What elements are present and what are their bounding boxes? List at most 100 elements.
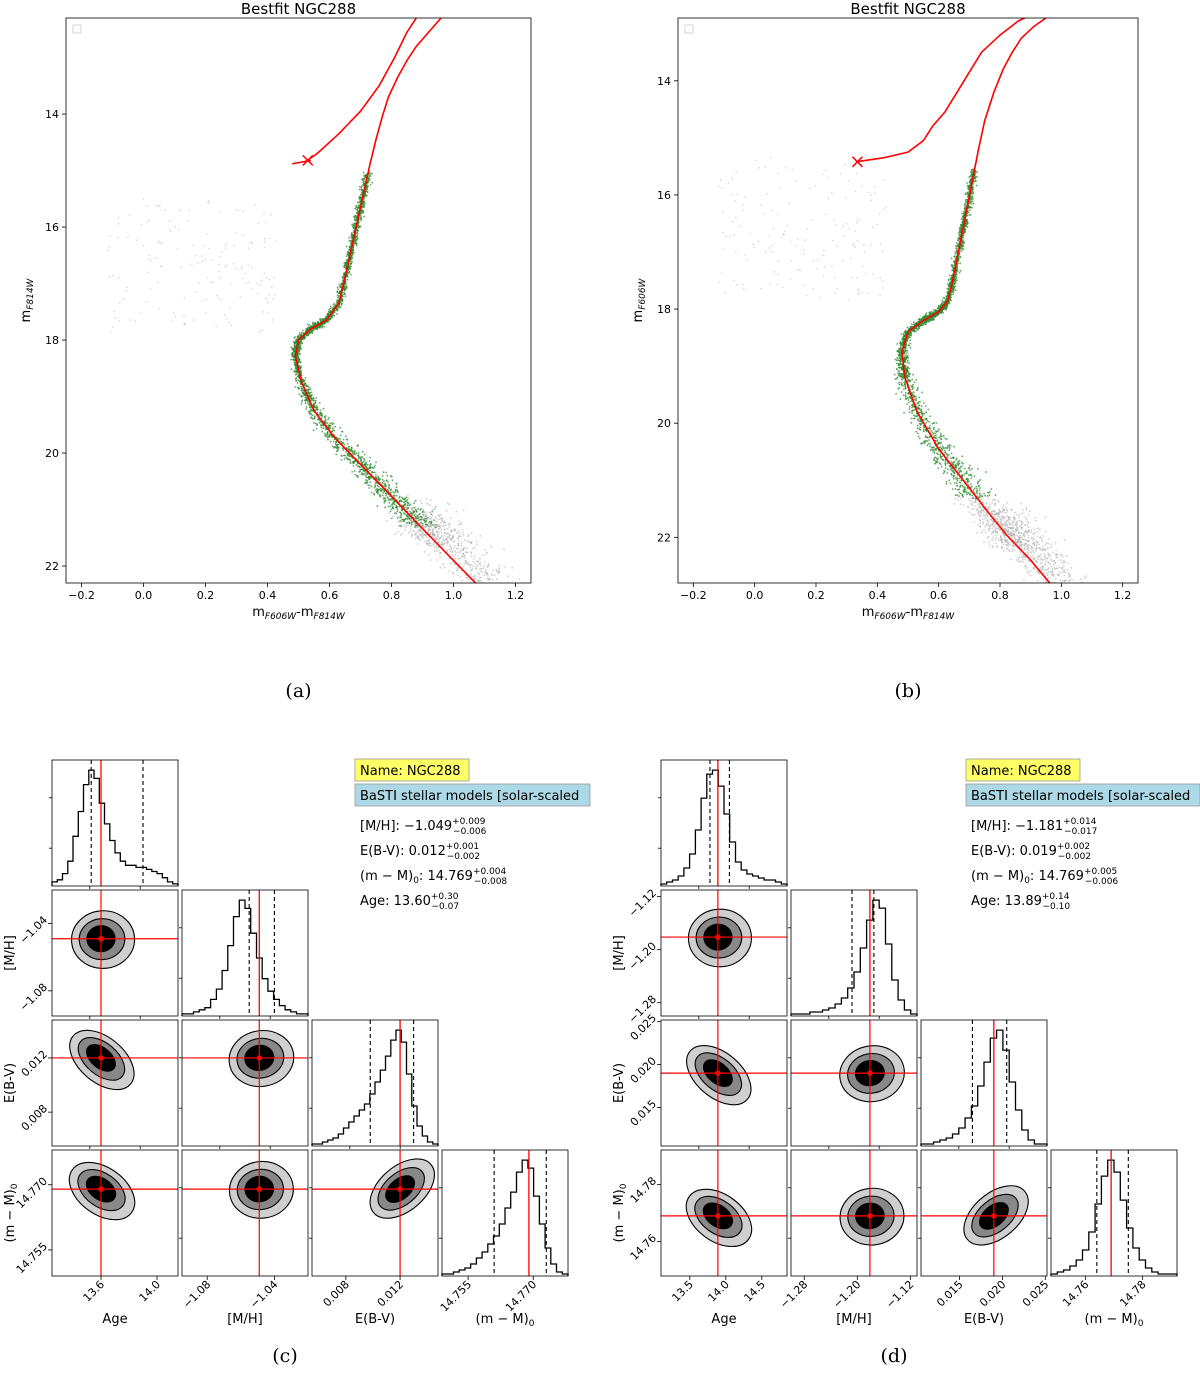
cluster-star xyxy=(344,282,347,285)
field-star xyxy=(118,302,121,304)
cluster-star xyxy=(300,370,302,372)
cluster-star xyxy=(394,491,396,494)
cluster-star xyxy=(327,310,330,313)
cluster-star xyxy=(413,510,415,513)
field-star xyxy=(466,587,468,589)
field-star xyxy=(272,298,274,301)
field-star xyxy=(405,506,408,509)
cluster-star xyxy=(367,475,370,478)
field-star xyxy=(479,562,481,564)
cluster-star xyxy=(297,376,300,378)
cluster-star xyxy=(945,482,948,485)
field-star xyxy=(437,549,440,552)
field-star xyxy=(228,307,231,310)
field-star xyxy=(117,236,119,239)
cluster-star xyxy=(321,415,324,417)
field-star xyxy=(421,535,423,537)
cluster-star xyxy=(420,515,422,518)
cluster-star xyxy=(365,474,367,477)
field-star xyxy=(417,518,419,521)
cluster-star xyxy=(308,324,311,326)
cluster-star xyxy=(937,457,940,460)
cluster-star xyxy=(911,388,914,391)
field-star xyxy=(959,497,962,500)
cluster-star xyxy=(304,396,307,399)
field-star xyxy=(217,297,219,299)
cluster-star xyxy=(349,267,352,270)
field-star xyxy=(471,592,473,594)
field-star xyxy=(411,520,414,523)
cluster-star xyxy=(333,429,335,432)
cluster-star xyxy=(934,432,936,435)
field-star xyxy=(420,522,422,525)
cluster-star xyxy=(910,421,913,424)
field-star xyxy=(452,536,455,538)
field-star xyxy=(483,574,485,576)
field-star xyxy=(263,213,265,215)
cluster-star xyxy=(435,523,437,526)
field-star xyxy=(256,293,259,295)
field-star xyxy=(247,264,249,266)
field-star xyxy=(983,517,986,519)
cluster-star xyxy=(896,357,899,360)
field-star xyxy=(405,526,408,529)
field-star xyxy=(408,497,410,499)
cluster-star xyxy=(344,261,347,264)
field-star xyxy=(475,540,478,543)
cluster-star xyxy=(378,479,380,482)
cluster-star xyxy=(365,482,367,484)
field-star xyxy=(439,552,442,554)
cluster-star xyxy=(928,420,930,423)
cluster-star xyxy=(360,460,363,463)
cluster-star xyxy=(374,464,376,467)
field-star xyxy=(234,268,237,270)
cluster-star xyxy=(352,230,355,233)
cluster-star xyxy=(908,406,911,408)
cluster-star xyxy=(947,279,950,282)
field-star xyxy=(450,530,453,533)
cluster-star xyxy=(395,486,398,489)
cluster-star xyxy=(385,493,388,495)
field-star xyxy=(1035,519,1037,522)
cluster-star xyxy=(920,405,923,407)
field-star xyxy=(406,503,409,505)
cluster-star xyxy=(967,187,969,189)
cluster-star xyxy=(356,233,359,235)
cluster-star xyxy=(329,440,332,443)
cluster-star xyxy=(386,496,389,499)
field-star xyxy=(193,319,195,321)
field-star xyxy=(429,559,432,561)
cluster-star xyxy=(303,392,306,395)
cluster-star xyxy=(304,402,307,405)
field-star xyxy=(438,540,441,543)
cluster-star xyxy=(385,479,388,482)
cluster-star xyxy=(386,488,389,491)
field-star xyxy=(258,330,261,333)
cluster-star xyxy=(296,382,299,384)
cluster-star xyxy=(911,403,914,406)
field-star xyxy=(474,575,477,577)
cluster-star xyxy=(339,286,341,288)
cluster-star xyxy=(971,494,973,497)
cluster-star xyxy=(334,425,337,428)
cluster-star xyxy=(346,278,349,281)
cluster-star xyxy=(896,343,899,345)
field-star xyxy=(460,535,462,538)
cluster-star xyxy=(399,516,402,519)
field-star xyxy=(436,546,439,549)
field-star xyxy=(438,525,440,527)
cluster-star xyxy=(336,308,338,311)
cluster-star xyxy=(363,196,365,199)
cluster-star xyxy=(298,348,301,351)
field-star xyxy=(454,554,457,556)
field-star xyxy=(419,529,421,531)
cluster-star xyxy=(390,475,393,478)
field-star xyxy=(457,557,460,560)
x-tick-label: 1.0 xyxy=(445,589,463,602)
cluster-star xyxy=(333,314,336,317)
cluster-star xyxy=(360,458,362,460)
field-star xyxy=(228,321,231,324)
cluster-star xyxy=(918,417,921,420)
cluster-star xyxy=(344,295,347,298)
cluster-star xyxy=(344,454,346,457)
